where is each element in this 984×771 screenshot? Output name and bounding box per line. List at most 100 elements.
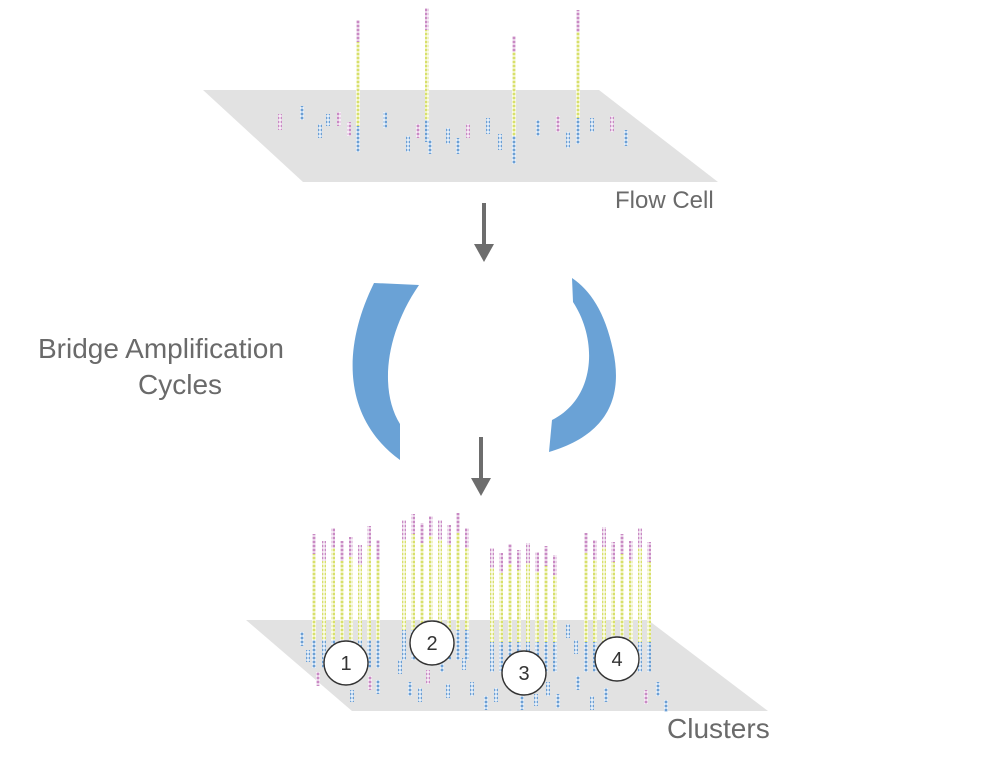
strand-segment <box>316 672 320 686</box>
strand-segment <box>428 140 432 154</box>
down-arrow-top <box>474 203 494 262</box>
strand-segment <box>465 528 469 548</box>
strand-segment <box>337 112 341 126</box>
strand-segment <box>456 630 460 660</box>
strand-segment <box>494 688 498 702</box>
strand-segment <box>349 557 353 640</box>
strand-segment <box>647 562 651 642</box>
strand-segment <box>556 694 560 708</box>
strand-segment <box>278 114 282 130</box>
strand-segment <box>644 690 648 704</box>
strand-segment <box>350 690 354 702</box>
strand-segment <box>490 642 494 672</box>
strand-segment <box>517 570 521 642</box>
strand-segment <box>544 566 548 642</box>
strand-segment <box>376 560 380 640</box>
strand-segment <box>553 555 557 575</box>
strand-segment <box>490 548 494 568</box>
strand-segment <box>300 106 304 120</box>
flow-cell-strands <box>278 8 628 164</box>
strand-segment <box>358 565 362 640</box>
strand-segment <box>429 516 433 536</box>
strand-segment <box>629 561 633 642</box>
strand-segment <box>426 670 430 684</box>
strand-segment <box>553 575 557 642</box>
strand-segment <box>498 134 502 150</box>
strand-segment <box>526 543 530 563</box>
strand-segment <box>446 684 450 698</box>
strand-segment <box>593 560 597 642</box>
strand-segment <box>638 528 642 548</box>
strand-segment <box>470 682 474 696</box>
cycle-arc-left <box>352 283 419 460</box>
strand-segment <box>456 533 460 630</box>
strand-segment <box>664 700 668 712</box>
strand-segment <box>499 573 503 642</box>
strand-segment <box>356 126 360 152</box>
strand-segment <box>300 632 304 646</box>
strand-segment <box>408 682 412 696</box>
strand-segment <box>420 523 424 543</box>
strand-segment <box>512 52 516 136</box>
bridge-cycles-label: Cycles <box>138 369 222 400</box>
cluster-badge-2: 2 <box>409 620 455 666</box>
strand-segment <box>536 120 540 136</box>
strand-segment <box>447 525 451 545</box>
strand-segment <box>566 624 570 638</box>
strand-segment <box>590 696 594 710</box>
strand-segment <box>638 642 642 672</box>
strand-segment <box>465 630 469 660</box>
strand-segment <box>499 553 503 573</box>
strand-segment <box>383 112 387 128</box>
strand-segment <box>446 128 450 144</box>
strand-segment <box>356 20 360 42</box>
strand-segment <box>610 116 614 132</box>
strand-segment <box>602 527 606 547</box>
strand-segment <box>535 572 539 642</box>
strand-segment <box>620 554 624 642</box>
strand-segment <box>438 520 442 540</box>
strand-segment <box>367 640 371 668</box>
strand-segment <box>331 548 335 640</box>
strand-segment <box>425 8 429 30</box>
cluster-badge-1: 1 <box>323 640 369 686</box>
flow-cell-label: Flow Cell <box>615 187 714 214</box>
strand-segment <box>322 640 326 668</box>
strand-segment <box>656 682 660 696</box>
strand-segment <box>624 130 628 146</box>
strand-segment <box>306 650 310 662</box>
strand-segment <box>318 124 322 138</box>
strand-segment <box>367 526 371 546</box>
strand-segment <box>425 30 429 120</box>
cluster-badge-4: 4 <box>594 636 640 682</box>
strand-segment <box>535 552 539 572</box>
strand-segment <box>376 640 380 668</box>
strand-segment <box>340 541 344 561</box>
strand-segment <box>322 541 326 561</box>
strand-segment <box>584 533 588 553</box>
bridge-amplification-label: Bridge Amplification <box>38 333 284 364</box>
strand-segment <box>647 642 651 672</box>
strand-segment <box>544 546 548 566</box>
strand-segment <box>584 553 588 642</box>
cluster-number-1: 1 <box>340 653 351 675</box>
strand-segment <box>411 534 415 630</box>
strand-segment <box>326 114 330 126</box>
strand-segment <box>508 564 512 642</box>
strand-segment <box>438 540 442 630</box>
strand-segment <box>420 543 424 630</box>
strand-segment <box>440 660 444 672</box>
strand-segment <box>425 120 429 142</box>
strand-segment <box>647 542 651 562</box>
strand-segment <box>447 545 451 630</box>
strand-segment <box>556 116 560 132</box>
cluster-number-2: 2 <box>426 633 437 655</box>
strand-segment <box>638 548 642 642</box>
cluster-number-3: 3 <box>518 663 529 685</box>
cluster-number-4: 4 <box>611 649 622 671</box>
strand-segment <box>553 642 557 672</box>
strand-segment <box>611 542 615 562</box>
strand-segment <box>544 642 548 672</box>
flow-cell-surface <box>203 90 718 182</box>
